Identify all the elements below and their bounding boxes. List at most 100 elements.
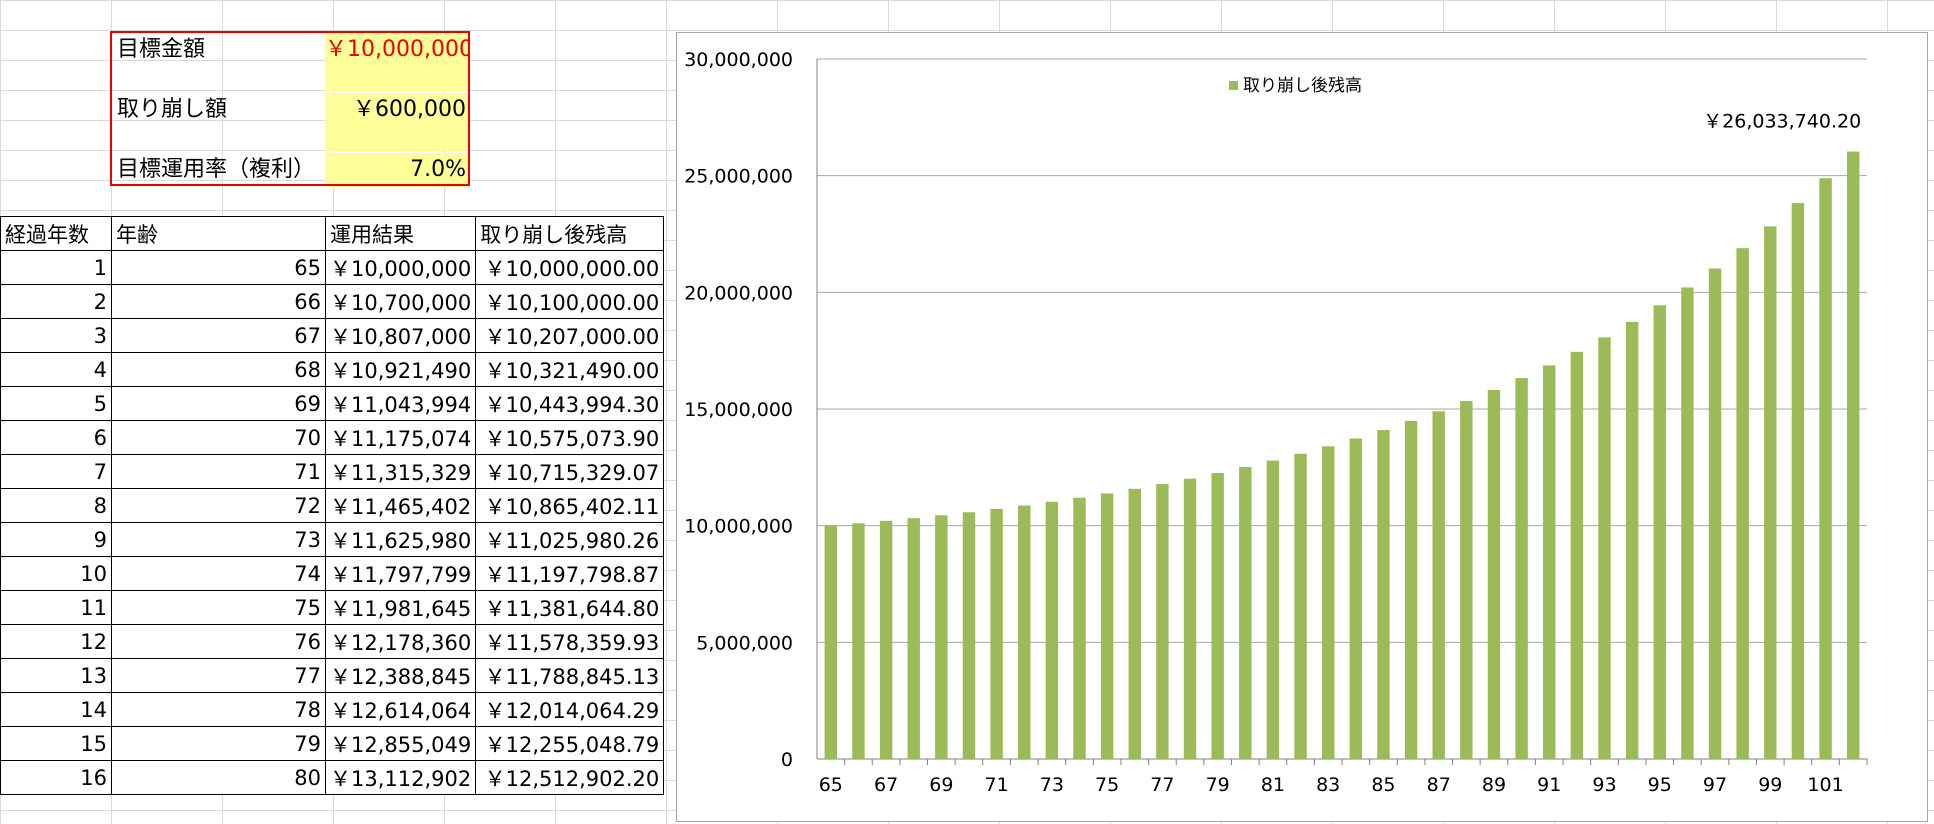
x-tick-label: 85 <box>1371 774 1395 796</box>
x-tick-label: 87 <box>1427 774 1451 796</box>
cell-elapsed-year[interactable]: 15 <box>0 726 112 761</box>
cell-elapsed-year[interactable]: 6 <box>0 420 112 455</box>
cell-balance[interactable]: ￥11,578,359.93 <box>475 624 665 659</box>
table-row: 8 72 ￥11,465,402 ￥10,865,402.11 <box>0 488 665 523</box>
bar <box>1321 446 1335 759</box>
cell-balance[interactable]: ￥12,014,064.29 <box>475 692 665 727</box>
balance-chart[interactable]: 0 5,000,000 10,000,000 15,000,000 20,000,000… <box>676 32 1928 822</box>
cell-investment-result[interactable]: ￥10,807,000 <box>324 318 477 353</box>
header-age[interactable]: 年齢 <box>111 216 326 251</box>
cell-age[interactable]: 69 <box>111 386 326 421</box>
cell-elapsed-year[interactable]: 12 <box>0 624 112 659</box>
empty-yellow-cell[interactable] <box>325 63 470 91</box>
x-tick-label: 99 <box>1758 774 1782 796</box>
x-tick-label: 75 <box>1095 774 1119 796</box>
bar <box>1128 488 1141 759</box>
cell-balance[interactable]: ￥12,512,902.20 <box>475 760 665 795</box>
cell-elapsed-year[interactable]: 13 <box>0 658 112 693</box>
cell-elapsed-year[interactable]: 9 <box>0 522 112 557</box>
cell-elapsed-year[interactable]: 10 <box>0 556 112 591</box>
cell-balance[interactable]: ￥10,321,490.00 <box>475 352 665 387</box>
cell-age[interactable]: 66 <box>111 284 326 319</box>
cell-age[interactable]: 77 <box>111 658 326 693</box>
cell-age[interactable]: 68 <box>111 352 326 387</box>
cell-age[interactable]: 67 <box>111 318 326 353</box>
cell-age[interactable]: 76 <box>111 624 326 659</box>
y-tick-label: 5,000,000 <box>696 632 793 654</box>
cell-elapsed-year[interactable]: 11 <box>0 590 112 625</box>
cell-elapsed-year[interactable]: 3 <box>0 318 112 353</box>
cell-investment-result[interactable]: ￥11,797,799 <box>324 556 477 591</box>
cell-balance[interactable]: ￥12,255,048.79 <box>475 726 665 761</box>
cell-age[interactable]: 79 <box>111 726 326 761</box>
cell-balance[interactable]: ￥10,715,329.07 <box>475 454 665 489</box>
bar <box>1487 389 1501 759</box>
bar <box>1183 478 1197 759</box>
cell-age[interactable]: 74 <box>111 556 326 591</box>
table-row: 4 68 ￥10,921,490 ￥10,321,490.00 <box>0 352 665 387</box>
target-rate-value[interactable]: 7.0% <box>325 153 470 187</box>
cell-investment-result[interactable]: ￥12,855,049 <box>324 726 477 761</box>
x-tick-label: 101 <box>1807 774 1843 796</box>
cell-elapsed-year[interactable]: 7 <box>0 454 112 489</box>
empty-yellow-cell[interactable] <box>325 125 470 151</box>
cell-age[interactable]: 75 <box>111 590 326 625</box>
cell-age[interactable]: 72 <box>111 488 326 523</box>
cell-elapsed-year[interactable]: 4 <box>0 352 112 387</box>
cell-balance[interactable]: ￥10,207,000.00 <box>475 318 665 353</box>
cell-investment-result[interactable]: ￥10,700,000 <box>324 284 477 319</box>
table-row: 2 66 ￥10,700,000 ￥10,100,000.00 <box>0 284 665 319</box>
cell-balance[interactable]: ￥11,197,798.87 <box>475 556 665 591</box>
x-tick-label: 67 <box>874 774 898 796</box>
header-balance-after-withdrawal[interactable]: 取り崩し後残高 <box>475 216 665 251</box>
cell-elapsed-year[interactable]: 5 <box>0 386 112 421</box>
header-elapsed-years[interactable]: 経過年数 <box>0 216 112 251</box>
cell-age[interactable]: 71 <box>111 454 326 489</box>
cell-investment-result[interactable]: ￥11,315,329 <box>324 454 477 489</box>
cell-age[interactable]: 65 <box>111 250 326 285</box>
bar <box>1791 203 1805 760</box>
cell-investment-result[interactable]: ￥11,981,645 <box>324 590 477 625</box>
bar <box>990 508 1003 759</box>
withdraw-amount-value[interactable]: ￥600,000 <box>325 93 470 127</box>
cell-elapsed-year[interactable]: 16 <box>0 760 112 795</box>
target-amount-label: 目標金額 <box>117 37 206 62</box>
cell-balance[interactable]: ￥10,000,000.00 <box>475 250 665 285</box>
cell-investment-result[interactable]: ￥11,465,402 <box>324 488 477 523</box>
bar <box>935 515 948 759</box>
cell-investment-result[interactable]: ￥12,614,064 <box>324 692 477 727</box>
bar <box>1681 287 1694 759</box>
cell-investment-result[interactable]: ￥10,921,490 <box>324 352 477 387</box>
cell-balance[interactable]: ￥10,865,402.11 <box>475 488 665 523</box>
cell-balance[interactable]: ￥10,100,000.00 <box>475 284 665 319</box>
cell-balance[interactable]: ￥11,025,980.26 <box>475 522 665 557</box>
header-investment-result[interactable]: 運用結果 <box>324 216 477 251</box>
bar <box>1156 483 1169 759</box>
y-tick-label: 0 <box>781 749 793 771</box>
cell-investment-result[interactable]: ￥13,112,902 <box>324 760 477 795</box>
cell-elapsed-year[interactable]: 14 <box>0 692 112 727</box>
cell-investment-result[interactable]: ￥10,000,000 <box>324 250 477 285</box>
cell-elapsed-year[interactable]: 2 <box>0 284 112 319</box>
target-amount-value[interactable]: ￥10,000,000 <box>325 33 470 67</box>
cell-balance[interactable]: ￥10,443,994.30 <box>475 386 665 421</box>
cell-balance[interactable]: ￥11,381,644.80 <box>475 590 665 625</box>
cell-elapsed-year[interactable]: 8 <box>0 488 112 523</box>
cell-investment-result[interactable]: ￥12,178,360 <box>324 624 477 659</box>
cell-age[interactable]: 80 <box>111 760 326 795</box>
withdraw-amount-label: 取り崩し額 <box>117 97 228 122</box>
cell-investment-result[interactable]: ￥11,625,980 <box>324 522 477 557</box>
cell-age[interactable]: 78 <box>111 692 326 727</box>
bar <box>1432 411 1445 759</box>
cell-age[interactable]: 73 <box>111 522 326 557</box>
cell-investment-result[interactable]: ￥11,043,994 <box>324 386 477 421</box>
bar <box>1570 351 1584 759</box>
bar <box>1625 321 1639 759</box>
cell-age[interactable]: 70 <box>111 420 326 455</box>
cell-balance[interactable]: ￥11,788,845.13 <box>475 658 665 693</box>
cell-investment-result[interactable]: ￥12,388,845 <box>324 658 477 693</box>
cell-balance[interactable]: ￥10,575,073.90 <box>475 420 665 455</box>
cell-investment-result[interactable]: ￥11,175,074 <box>324 420 477 455</box>
cell-elapsed-year[interactable]: 1 <box>0 250 112 285</box>
x-tick-label: 79 <box>1206 774 1230 796</box>
